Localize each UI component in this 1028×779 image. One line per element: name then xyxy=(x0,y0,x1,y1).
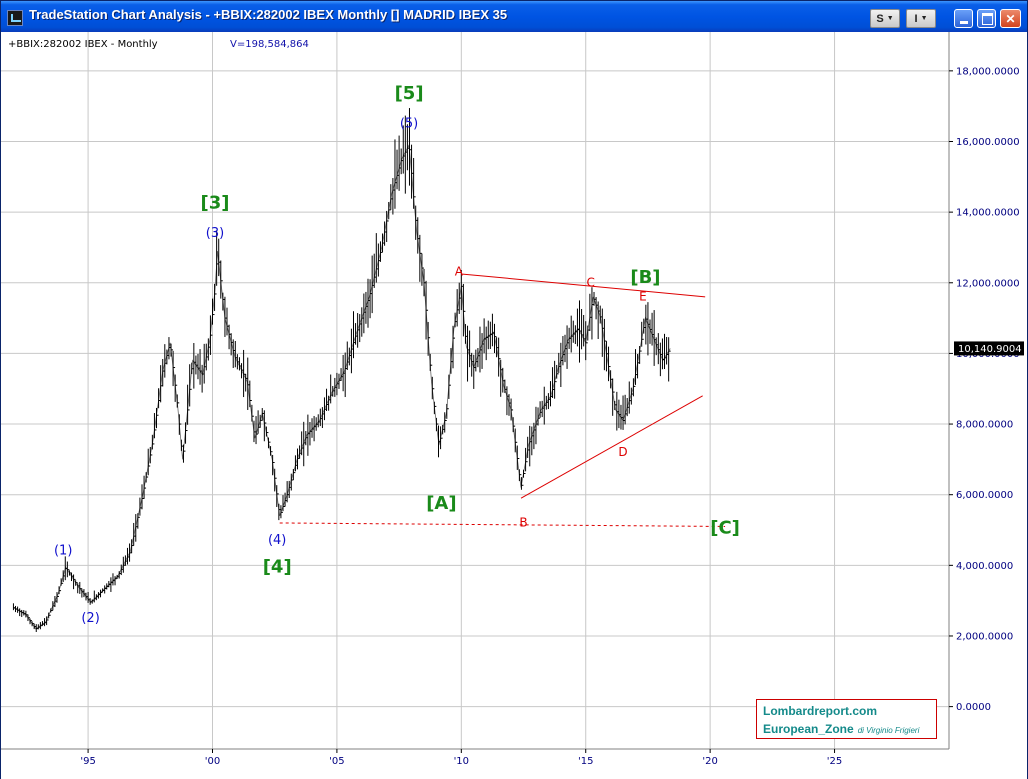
wave-label-5: [4] xyxy=(263,556,292,577)
wave-label-15: [C] xyxy=(710,518,740,539)
y-tick-label-0: 0.0000 xyxy=(956,702,991,713)
y-tick-label-3: 6,000.0000 xyxy=(956,490,1013,501)
volume-label: V=198,584,864 xyxy=(230,39,309,50)
x-tick-label-3: '10 xyxy=(454,756,469,767)
y-tick-label-1: 2,000.0000 xyxy=(956,631,1013,642)
price-series xyxy=(12,108,671,633)
trendline-2 xyxy=(279,522,726,527)
wave-label-7: [5] xyxy=(395,83,424,104)
trendlines xyxy=(279,273,726,527)
x-tick-label-4: '15 xyxy=(578,756,593,767)
title-bar[interactable]: TradeStation Chart Analysis - +BBIX:2820… xyxy=(1,1,1027,32)
y-tick-label-8: 16,000.0000 xyxy=(956,137,1020,148)
y-tick-label-6: 12,000.0000 xyxy=(956,278,1020,289)
wave-label-2: (3) xyxy=(206,226,224,241)
wave-label-12: D xyxy=(618,445,627,459)
tradestation-app-icon[interactable] xyxy=(7,10,23,26)
chart-area[interactable]: 0.0000 2,000.0000 4,000.0000 6,000.0000 8,00… xyxy=(1,32,1027,779)
y-tick-label-4: 8,000.0000 xyxy=(956,420,1013,431)
symbol-label: +BBIX:282002 IBEX - Monthly xyxy=(8,39,158,50)
y-tick-label-9: 18,000.0000 xyxy=(956,66,1020,77)
s-menu-button[interactable]: S ▼ xyxy=(870,9,900,28)
chart-background xyxy=(1,32,1027,779)
brand-line-2-main: European_Zone xyxy=(763,722,854,736)
x-tick-label-6: '25 xyxy=(827,756,842,767)
wave-label-1: (2) xyxy=(81,611,99,626)
last-value-label: 10,140.9004 xyxy=(958,344,1022,355)
last-price-marker: 10,140.9004 xyxy=(954,341,1024,356)
wave-label-6: (5) xyxy=(400,116,418,131)
x-tick-label-2: '05 xyxy=(329,756,344,767)
minimize-button[interactable] xyxy=(954,9,973,28)
branding-box: Lombardreport.com European_Zone di Virgin… xyxy=(756,699,937,739)
wave-label-11: C xyxy=(587,275,595,289)
wave-label-14: [B] xyxy=(630,267,660,288)
brand-line-2: European_Zone di Virginio Frigieri xyxy=(763,722,919,736)
i-menu-label: I xyxy=(914,12,918,25)
x-tick-label-5: '20 xyxy=(702,756,717,767)
wave-label-3: [3] xyxy=(200,193,229,214)
x-tick-label-1: '00 xyxy=(205,756,220,767)
wave-label-13: E xyxy=(639,289,647,303)
wave-label-9: A xyxy=(455,265,464,279)
window-title: TradeStation Chart Analysis - +BBIX:2820… xyxy=(29,7,508,22)
wave-label-0: (1) xyxy=(54,544,72,559)
i-menu-caret-icon: ▼ xyxy=(920,15,928,22)
y-tick-label-7: 14,000.0000 xyxy=(956,208,1020,219)
time-axis: '95 '00 '05 '10 '15 '20 '25 xyxy=(80,749,842,767)
s-menu-label: S xyxy=(876,12,884,25)
x-tick-label-0: '95 xyxy=(80,756,95,767)
wave-label-4: (4) xyxy=(268,533,286,548)
wave-label-8: [A] xyxy=(426,493,456,514)
y-tick-label-2: 4,000.0000 xyxy=(956,561,1013,572)
price-chart[interactable]: 0.0000 2,000.0000 4,000.0000 6,000.0000 8,00… xyxy=(1,32,1027,779)
brand-line-1: Lombardreport.com xyxy=(763,704,878,718)
maximize-button[interactable] xyxy=(977,9,996,28)
wave-labels: (1) (2) (3) [3] (4) [4] (5) [5] [A] A B C D E[B] [C] xyxy=(54,83,740,626)
wave-label-10: B xyxy=(519,515,527,529)
last-value-box xyxy=(954,341,1024,356)
i-menu-button[interactable]: I ▼ xyxy=(906,9,936,28)
trendline-0 xyxy=(461,273,706,298)
brand-line-2-suffix: di Virginio Frigieri xyxy=(857,726,920,735)
s-menu-caret-icon: ▼ xyxy=(886,15,894,22)
trendline-1 xyxy=(520,395,703,499)
close-button[interactable] xyxy=(1000,9,1021,28)
